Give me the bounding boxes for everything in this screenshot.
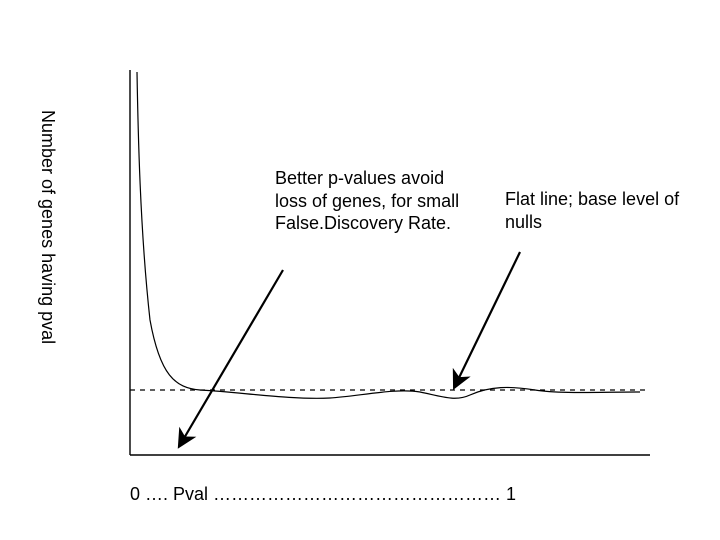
y-axis-label: Number of genes having pval — [37, 110, 58, 370]
arrow-better-pvalues — [180, 270, 283, 445]
x-axis-label: 0 …. Pval ………………………………………… 1 — [130, 484, 516, 505]
chart-stage: Number of genes having pval Better p-val… — [0, 0, 720, 540]
density-curve — [137, 72, 640, 398]
arrow-flat-line — [455, 252, 520, 386]
annotation-flat-line: Flat line; base level of nulls — [505, 188, 715, 233]
annotation-better-pvalues: Better p-values avoid loss of genes, for… — [275, 167, 475, 235]
pvalue-histogram-sketch — [0, 0, 720, 540]
